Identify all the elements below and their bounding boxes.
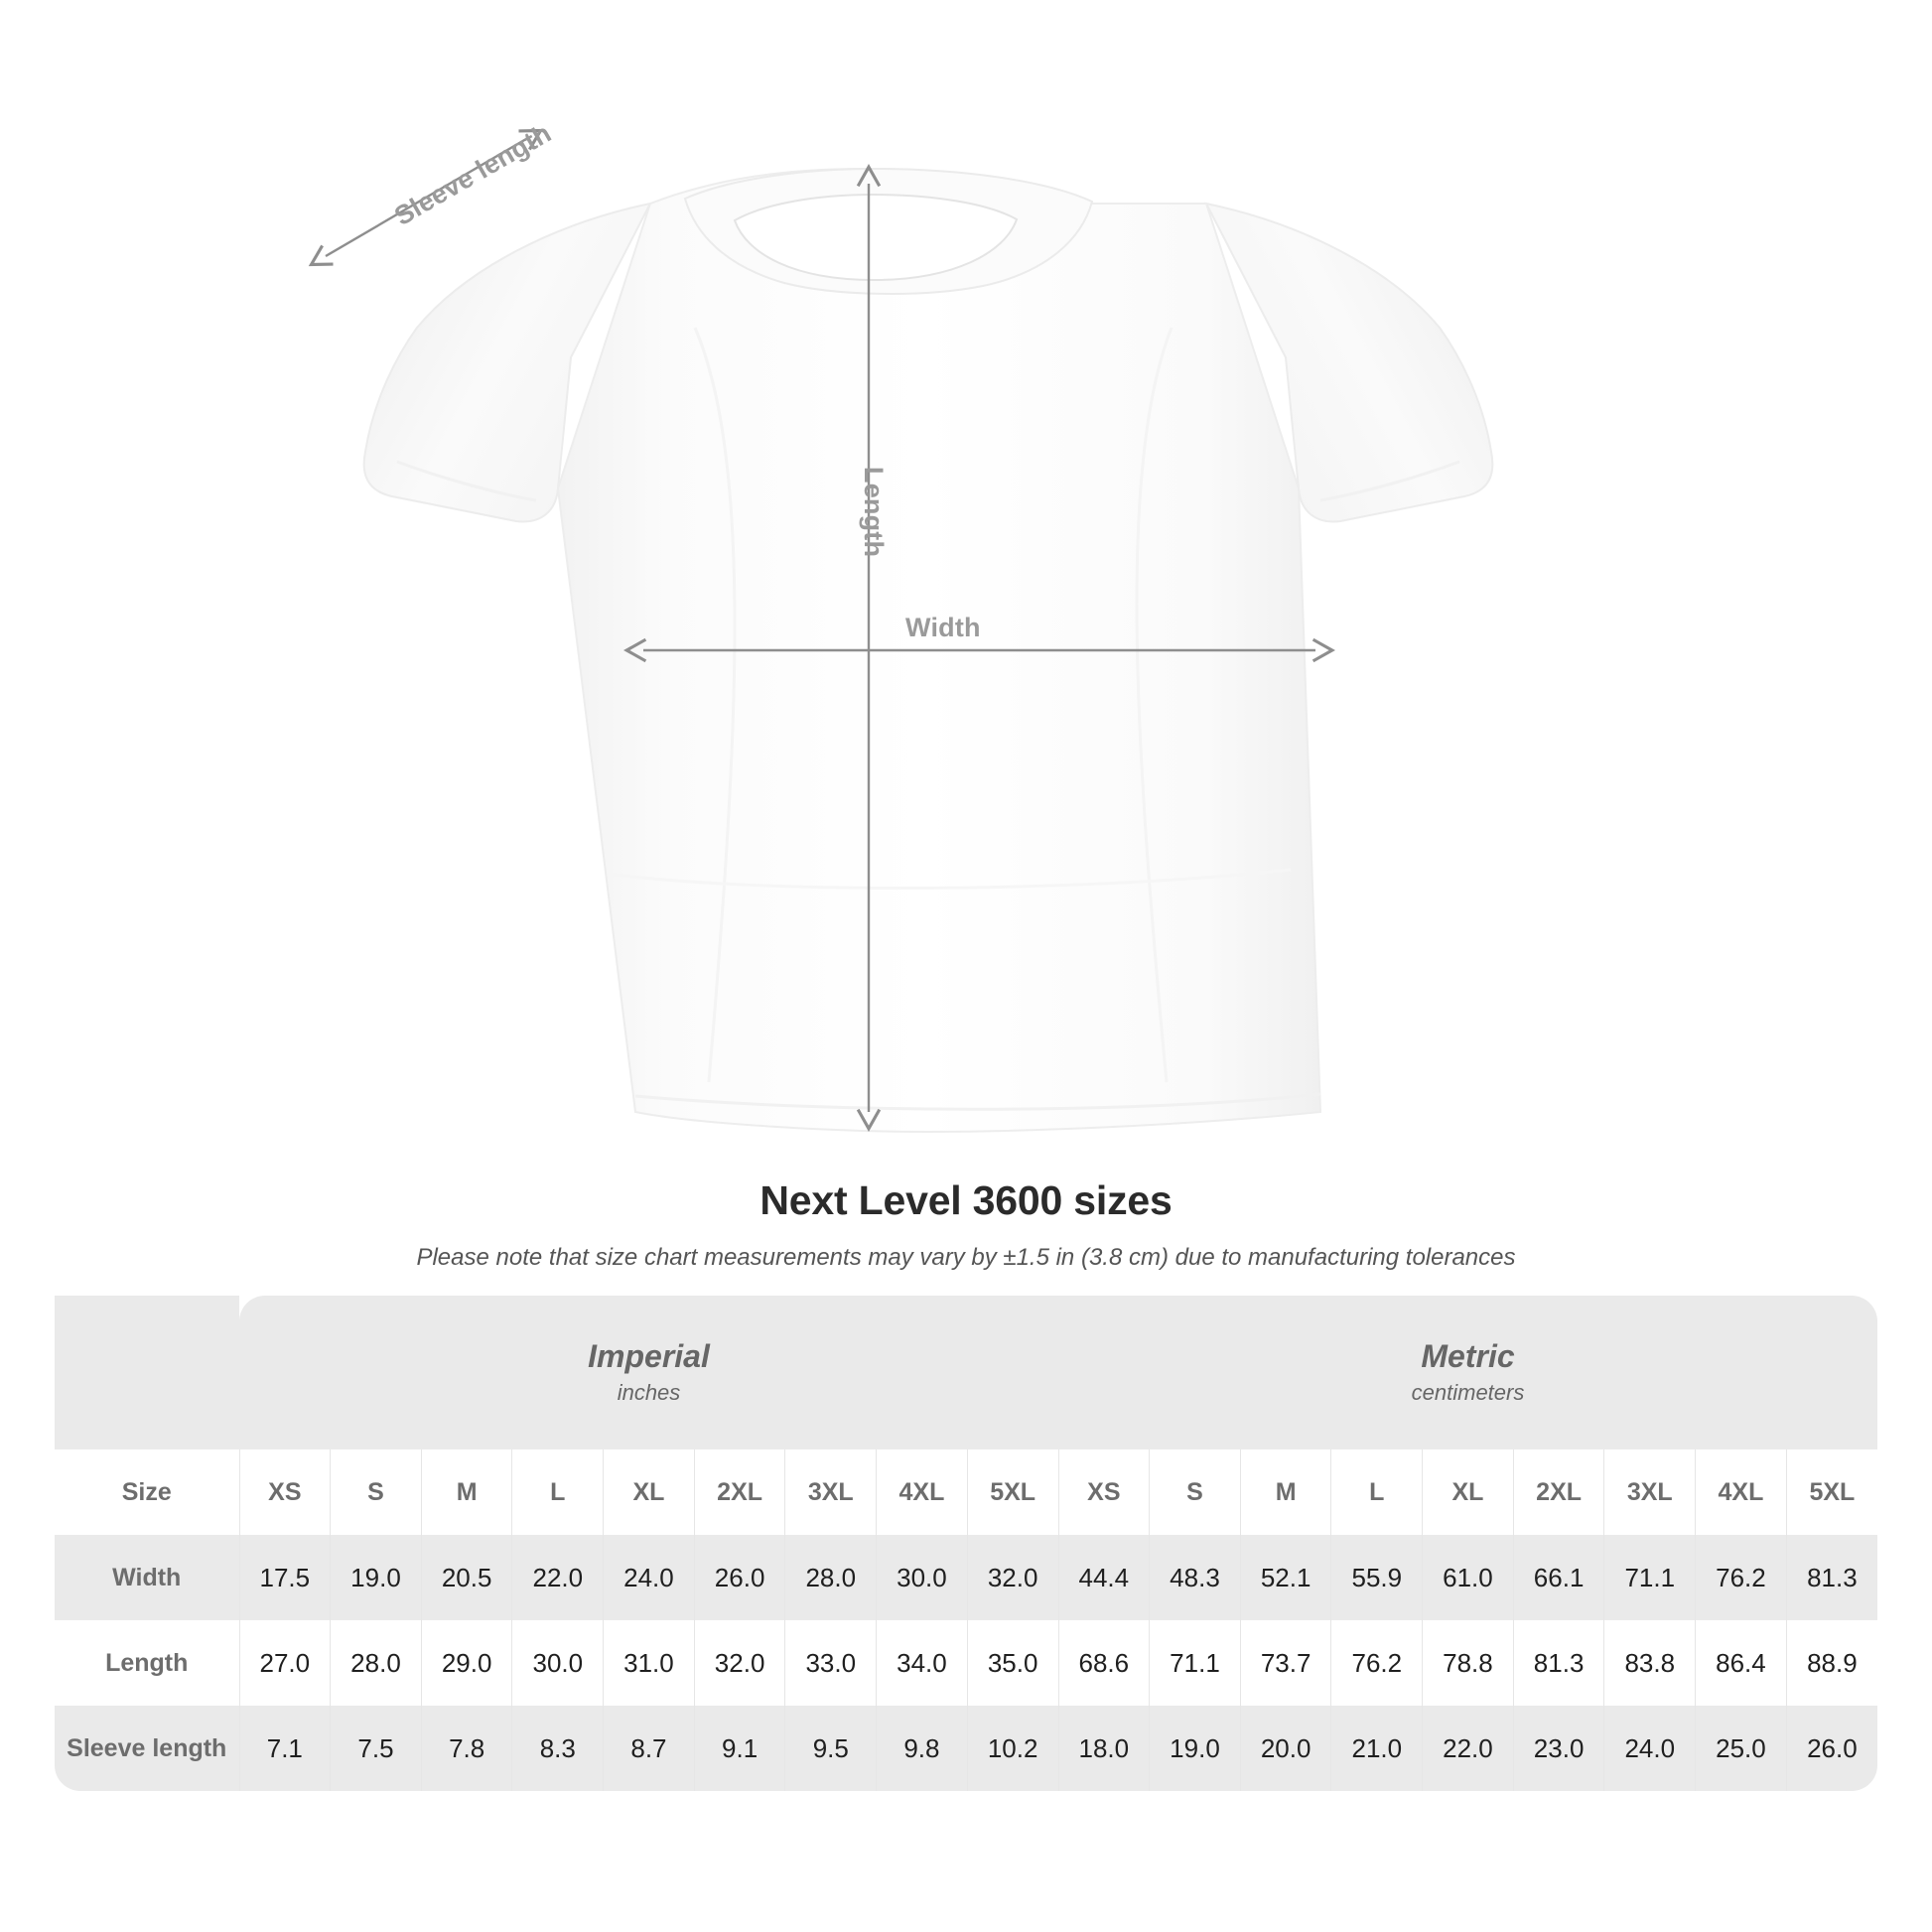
length-label: Length	[859, 467, 889, 558]
tshirt-illustration: Sleeve length Length Width	[308, 117, 1494, 1134]
cell: 19.0	[1149, 1706, 1241, 1791]
cell: 29.0	[420, 1620, 512, 1706]
cell: 34.0	[876, 1620, 968, 1706]
sleeve-length-arrow	[308, 128, 544, 267]
unit-header-spacer	[55, 1296, 239, 1449]
cell: 30.0	[876, 1535, 968, 1620]
size-header-cell: 2XL	[693, 1449, 785, 1535]
cell: 48.3	[1149, 1535, 1241, 1620]
cell: 88.9	[1785, 1620, 1877, 1706]
unit-header-row: Imperial inches Metric centimeters	[55, 1296, 1877, 1449]
cell: 22.0	[1422, 1706, 1514, 1791]
cell: 61.0	[1422, 1535, 1514, 1620]
size-header-row: Size XS S M L XL 2XL 3XL 4XL 5XL XS S M …	[55, 1449, 1877, 1535]
cell: 7.1	[238, 1706, 331, 1791]
page-title: Next Level 3600 sizes	[759, 1177, 1173, 1223]
size-chart-table-wrapper: Imperial inches Metric centimeters Size …	[55, 1296, 1877, 1791]
size-header-cell: 4XL	[876, 1449, 968, 1535]
cell: 81.3	[1785, 1535, 1877, 1620]
cell: 21.0	[1330, 1706, 1423, 1791]
imperial-sub: inches	[617, 1380, 681, 1405]
unit-header-imperial: Imperial inches	[239, 1296, 1058, 1449]
size-header-cell: 2XL	[1512, 1449, 1604, 1535]
metric-name: Metric	[1421, 1338, 1515, 1374]
size-header-cell: 5XL	[966, 1449, 1058, 1535]
cell: 9.5	[784, 1706, 877, 1791]
cell: 24.0	[1603, 1706, 1696, 1791]
cell: 9.8	[876, 1706, 968, 1791]
cell: 55.9	[1330, 1535, 1423, 1620]
table-row: Length 27.0 28.0 29.0 30.0 31.0 32.0 33.…	[55, 1620, 1877, 1706]
cell: 9.1	[693, 1706, 785, 1791]
size-header-cell: M	[420, 1449, 512, 1535]
cell: 71.1	[1603, 1535, 1696, 1620]
cell: 32.0	[693, 1620, 785, 1706]
cell: 20.0	[1239, 1706, 1331, 1791]
table-row: Width 17.5 19.0 20.5 22.0 24.0 26.0 28.0…	[55, 1535, 1877, 1620]
cell: 25.0	[1695, 1706, 1787, 1791]
title-block: Next Level 3600 sizes Please note that s…	[0, 1152, 1932, 1272]
cell: 30.0	[511, 1620, 604, 1706]
size-chart-table: Imperial inches Metric centimeters Size …	[55, 1296, 1877, 1791]
row-label-sleeve-length: Sleeve length	[55, 1706, 239, 1791]
tolerance-note: Please note that size chart measurements…	[416, 1244, 1516, 1271]
cell: 78.8	[1422, 1620, 1514, 1706]
size-header-cell: XS	[238, 1449, 331, 1535]
cell: 8.7	[603, 1706, 695, 1791]
size-header-cell: M	[1239, 1449, 1331, 1535]
cell: 28.0	[784, 1535, 877, 1620]
cell: 81.3	[1512, 1620, 1604, 1706]
size-header-cell: S	[1149, 1449, 1241, 1535]
row-label-width: Width	[55, 1535, 239, 1620]
cell: 76.2	[1695, 1535, 1787, 1620]
cell: 71.1	[1149, 1620, 1241, 1706]
cell: 33.0	[784, 1620, 877, 1706]
cell: 20.5	[420, 1535, 512, 1620]
cell: 19.0	[330, 1535, 422, 1620]
size-header-cell: XS	[1057, 1449, 1150, 1535]
cell: 83.8	[1603, 1620, 1696, 1706]
cell: 73.7	[1239, 1620, 1331, 1706]
cell: 27.0	[238, 1620, 331, 1706]
cell: 7.5	[330, 1706, 422, 1791]
cell: 66.1	[1512, 1535, 1604, 1620]
cell: 7.8	[420, 1706, 512, 1791]
size-header-label: Size	[55, 1449, 239, 1535]
metric-sub: centimeters	[1411, 1380, 1525, 1405]
size-header-cell: L	[511, 1449, 604, 1535]
cell: 32.0	[966, 1535, 1058, 1620]
cell: 26.0	[693, 1535, 785, 1620]
cell: 76.2	[1330, 1620, 1423, 1706]
width-label: Width	[905, 613, 981, 642]
size-header-cell: 5XL	[1785, 1449, 1877, 1535]
size-header-cell: 4XL	[1695, 1449, 1787, 1535]
imperial-name: Imperial	[588, 1338, 710, 1374]
unit-header-metric: Metric centimeters	[1058, 1296, 1877, 1449]
cell: 24.0	[603, 1535, 695, 1620]
tshirt-diagram-svg	[308, 128, 1494, 1134]
cell: 31.0	[603, 1620, 695, 1706]
size-header-cell: L	[1330, 1449, 1423, 1535]
size-header-cell: S	[330, 1449, 422, 1535]
cell: 18.0	[1057, 1706, 1150, 1791]
cell: 26.0	[1785, 1706, 1877, 1791]
size-header-cell: 3XL	[1603, 1449, 1696, 1535]
cell: 10.2	[966, 1706, 1058, 1791]
measurement-guides	[308, 128, 1335, 1132]
cell: 86.4	[1695, 1620, 1787, 1706]
cell: 22.0	[511, 1535, 604, 1620]
size-header-cell: XL	[1422, 1449, 1514, 1535]
cell: 17.5	[238, 1535, 331, 1620]
cell: 35.0	[966, 1620, 1058, 1706]
cell: 23.0	[1512, 1706, 1604, 1791]
cell: 28.0	[330, 1620, 422, 1706]
table-row: Sleeve length 7.1 7.5 7.8 8.3 8.7 9.1 9.…	[55, 1706, 1877, 1791]
size-header-cell: XL	[603, 1449, 695, 1535]
cell: 52.1	[1239, 1535, 1331, 1620]
cell: 44.4	[1057, 1535, 1150, 1620]
size-header-cell: 3XL	[784, 1449, 877, 1535]
cell: 8.3	[511, 1706, 604, 1791]
row-label-length: Length	[55, 1620, 239, 1706]
cell: 68.6	[1057, 1620, 1150, 1706]
